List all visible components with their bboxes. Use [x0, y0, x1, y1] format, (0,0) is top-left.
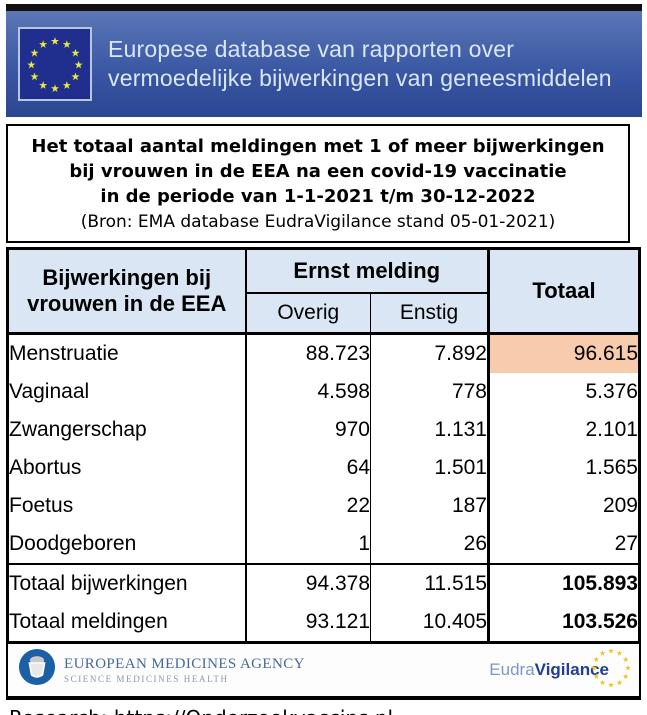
eudra-stars-icon	[589, 646, 633, 695]
cell-totaal: 1.565	[488, 448, 640, 487]
cell-overig: 88.723	[245, 333, 371, 373]
title-line2: bij vrouwen in de EEA na een covid-19 va…	[69, 160, 567, 182]
cell-overig: 970	[245, 410, 371, 449]
banner-body: Europese database van rapporten over ver…	[6, 11, 642, 117]
table-totals: Totaal bijwerkingen 94.378 11.515 105.89…	[7, 563, 640, 643]
column-header-enstig: Enstig	[370, 292, 490, 334]
row-label: Totaal meldingen	[7, 602, 247, 643]
cell-enstig: 10.405	[370, 602, 490, 643]
cell-totaal: 2.101	[488, 410, 640, 449]
cell-enstig: 187	[370, 486, 490, 525]
column-header-category-line2: vrouwen in de EEA	[27, 290, 227, 316]
cell-overig: 22	[245, 486, 371, 525]
row-label: Vaginaal	[7, 372, 247, 411]
cell-overig: 64	[245, 448, 371, 487]
column-header-severity-group: Ernst melding	[245, 248, 490, 294]
table-row-totaal-bijwerkingen: Totaal bijwerkingen 94.378 11.515 105.89…	[7, 563, 640, 603]
row-label: Menstruatie	[7, 333, 247, 373]
cell-enstig: 1.501	[370, 448, 490, 487]
table-row-zwangerschap: Zwangerschap 970 1.131 2.101	[7, 410, 640, 449]
row-label: Foetus	[7, 486, 247, 525]
logo-bar: EUROPEAN MEDICINES AGENCY SCIENCE MEDICI…	[6, 643, 641, 700]
column-header-category-line1: Bijwerkingen bij	[42, 265, 212, 291]
ema-text: EUROPEAN MEDICINES AGENCY SCIENCE MEDICI…	[64, 656, 305, 684]
cell-totaal: 209	[488, 486, 640, 525]
title-line1: Het totaal aantal meldingen met 1 of mee…	[31, 136, 605, 157]
row-label: Doodgeboren	[7, 524, 247, 564]
cell-enstig: 1.131	[370, 410, 490, 449]
table-row-abortus: Abortus 64 1.501 1.565	[7, 448, 640, 487]
cell-totaal-highlighted: 96.615	[488, 333, 640, 373]
source-line: (Bron: EMA database EudraVigilance stand…	[80, 212, 556, 233]
cell-totaal: 105.893	[488, 563, 640, 603]
row-label: Zwangerschap	[7, 410, 247, 449]
ema-logo: EUROPEAN MEDICINES AGENCY SCIENCE MEDICI…	[18, 648, 305, 691]
research-credit: Research: https://Onderzoekvaccins.nl	[0, 700, 647, 715]
column-header-overig: Overig	[245, 292, 371, 334]
eudra-text-light: Eudra	[489, 659, 535, 679]
top-banner: Europese database van rapporten over ver…	[6, 4, 642, 117]
table-wrap: Bijwerkingen bij vrouwen in de EEA Ernst…	[6, 246, 641, 644]
row-label: Abortus	[7, 448, 247, 487]
table-row-vaginaal: Vaginaal 4.598 778 5.376	[7, 372, 640, 411]
row-label: Totaal bijwerkingen	[7, 563, 247, 603]
eu-flag-icon	[18, 27, 92, 101]
table-body: Menstruatie 88.723 7.892 96.615 Vaginaal…	[7, 333, 640, 564]
table-row-totaal-meldingen: Totaal meldingen 93.121 10.405 103.526	[7, 602, 640, 643]
column-header-total: Totaal	[488, 248, 640, 334]
title-line3: in de periode van 1-1-2021 t/m 30-12-202…	[100, 185, 536, 207]
ema-emblem-icon	[18, 648, 56, 691]
table-row-menstruatie: Menstruatie 88.723 7.892 96.615	[7, 333, 640, 373]
cell-overig: 94.378	[245, 563, 371, 603]
title-box: Het totaal aantal meldingen met 1 of mee…	[6, 124, 630, 243]
table-row-foetus: Foetus 22 187 209	[7, 486, 640, 525]
cell-enstig: 778	[370, 372, 490, 411]
banner-title-line2: vermoedelijke bijwerkingen van geneesmid…	[108, 65, 612, 91]
ema-tagline: SCIENCE MEDICINES HEALTH	[64, 673, 229, 684]
banner-top-bar	[6, 4, 642, 11]
column-header-category: Bijwerkingen bij vrouwen in de EEA	[7, 248, 247, 334]
table-row-doodgeboren: Doodgeboren 1 26 27	[7, 524, 640, 564]
eudra-text-bold: Vigilance	[534, 659, 609, 679]
cell-totaal: 103.526	[488, 602, 640, 643]
table-header: Bijwerkingen bij vrouwen in de EEA Ernst…	[7, 248, 640, 334]
ema-name: EUROPEAN MEDICINES AGENCY	[64, 655, 305, 672]
cell-overig: 93.121	[245, 602, 371, 643]
cell-overig: 1	[245, 524, 371, 564]
cell-totaal: 27	[488, 524, 640, 564]
cell-totaal: 5.376	[488, 372, 640, 411]
cell-enstig: 7.892	[370, 333, 490, 373]
cell-overig: 4.598	[245, 372, 371, 411]
adverse-events-table: Bijwerkingen bij vrouwen in de EEA Ernst…	[6, 246, 641, 644]
cell-enstig: 26	[370, 524, 490, 564]
banner-title: Europese database van rapporten over ver…	[108, 35, 612, 93]
eudravigilance-logo: EudraVigilance	[489, 647, 631, 688]
banner-title-line1: Europese database van rapporten over	[108, 36, 515, 63]
cell-enstig: 11.515	[370, 563, 490, 603]
